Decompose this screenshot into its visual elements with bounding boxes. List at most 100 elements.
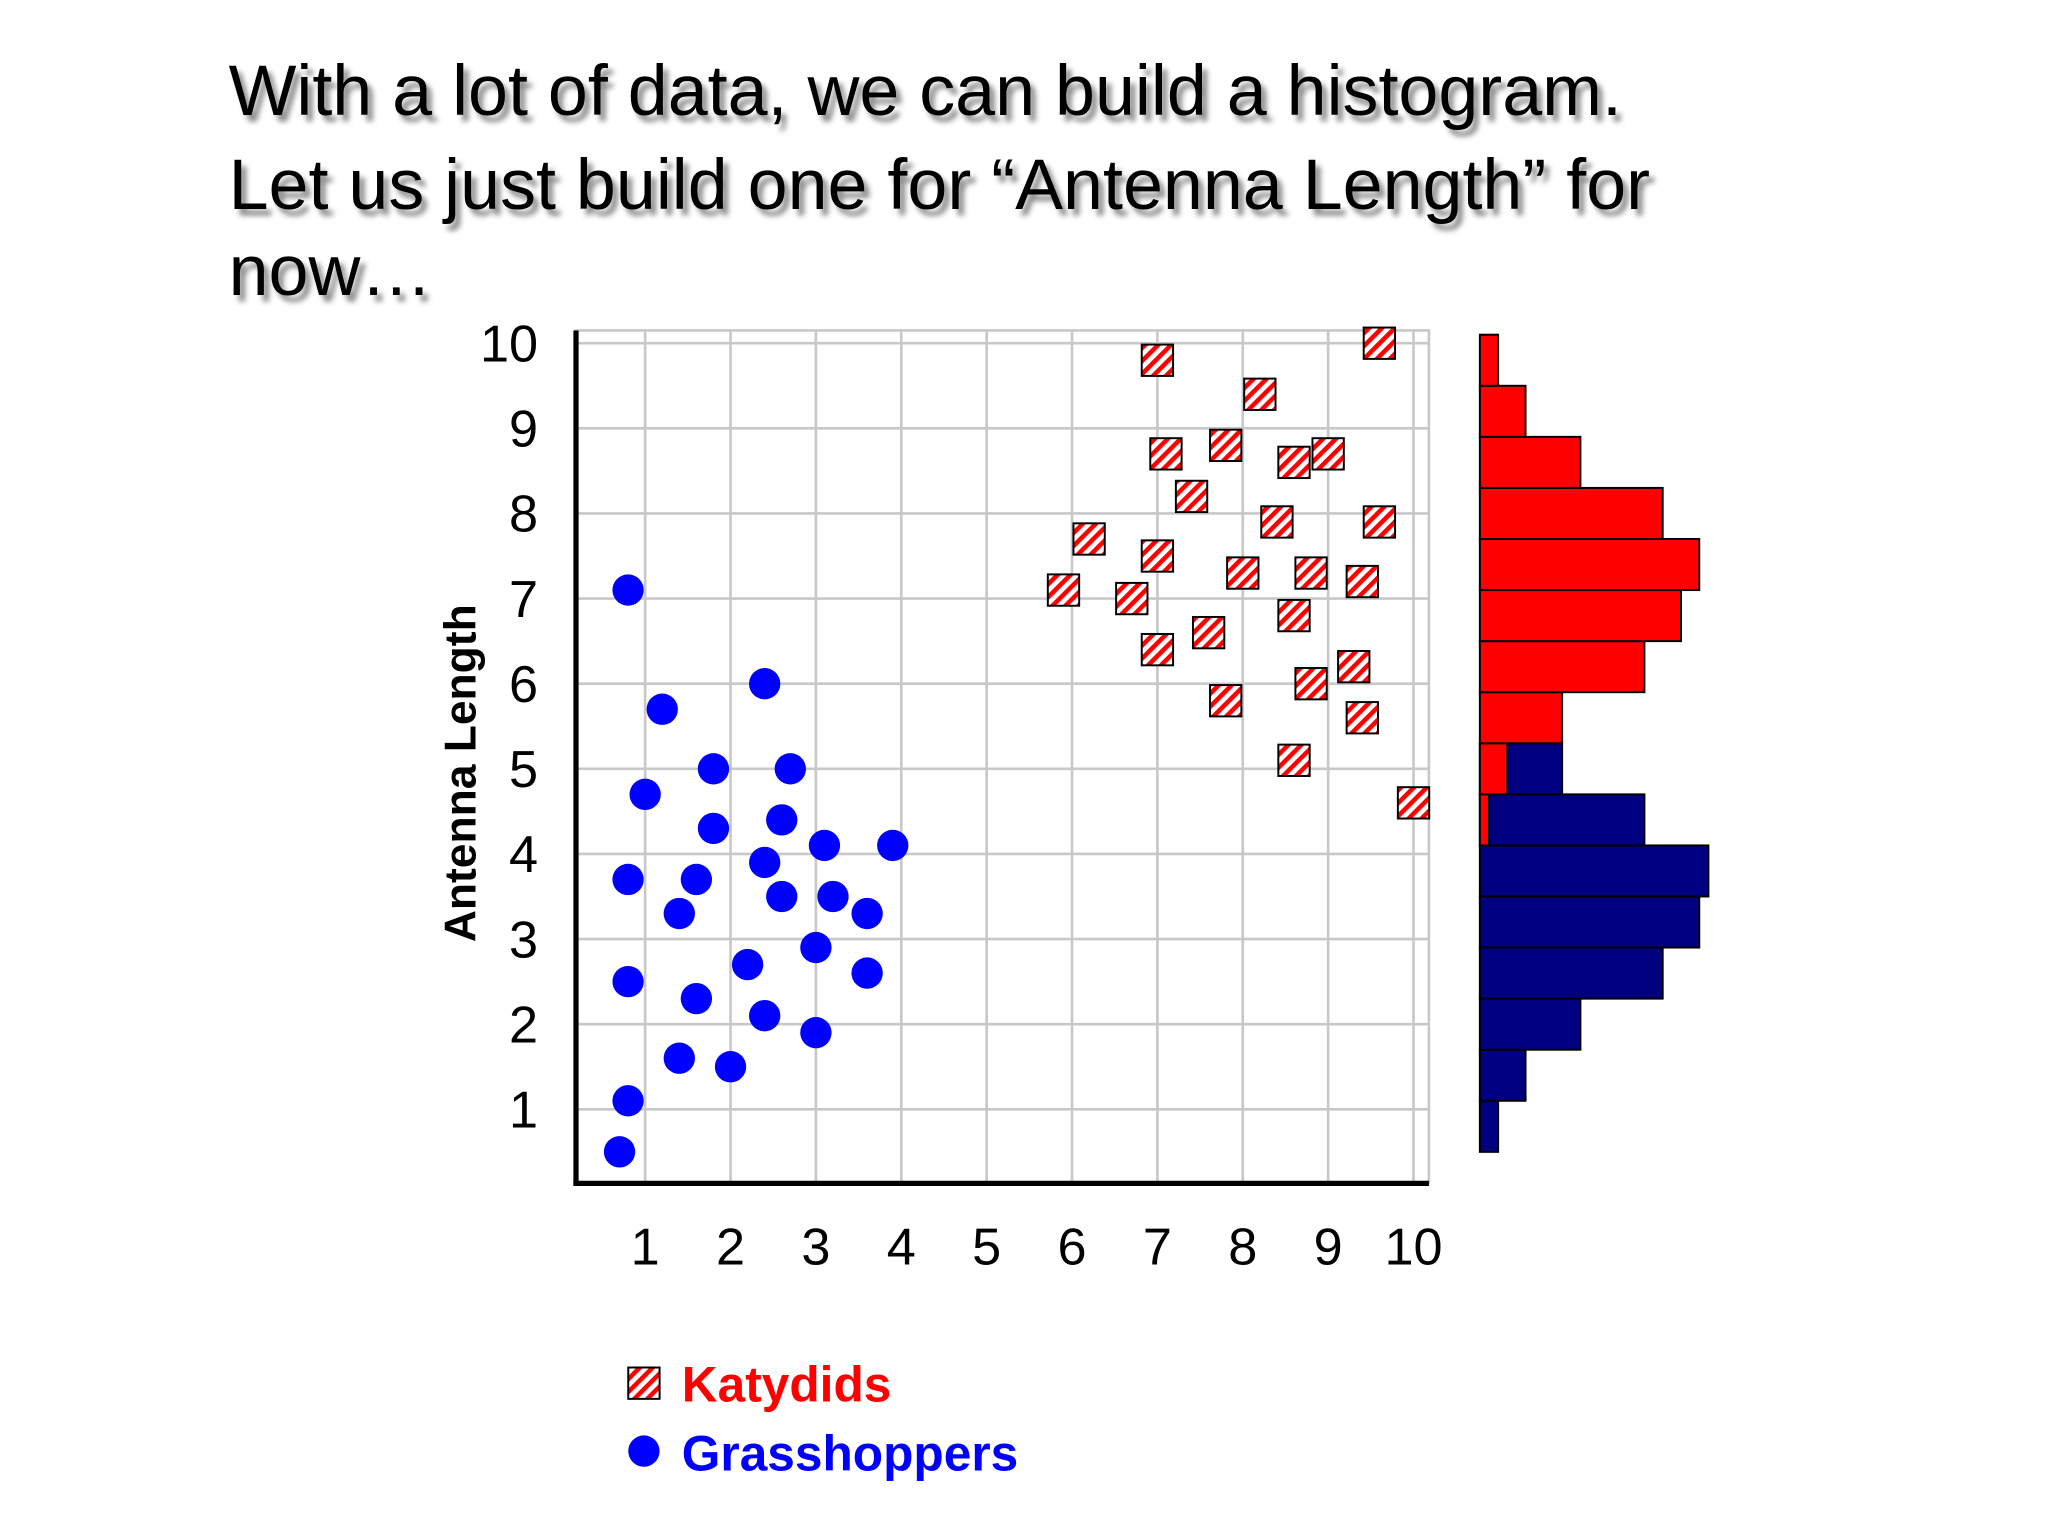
katydid-point	[1337, 650, 1371, 684]
histogram-bar	[1478, 384, 1527, 438]
grasshopper-point	[612, 863, 644, 896]
katydid-point	[1140, 539, 1175, 573]
katydid-point	[1345, 701, 1379, 735]
title-line: now…	[229, 231, 433, 311]
grasshopper-point	[749, 846, 781, 879]
y-tick-label: 4	[509, 826, 538, 884]
katydid-point	[1396, 786, 1431, 820]
katydid-point	[1046, 573, 1081, 607]
katydid-point	[1191, 615, 1226, 650]
grasshopper-point	[749, 999, 781, 1032]
histogram-bar	[1478, 946, 1664, 1000]
legend-marker	[627, 1366, 661, 1400]
grasshopper-point	[851, 897, 883, 930]
grasshopper-point	[800, 931, 832, 964]
katydid-point	[1174, 479, 1209, 514]
histogram-bar	[1478, 1099, 1500, 1153]
katydid-point	[1294, 667, 1328, 701]
x-tick-label: 6	[1057, 1218, 1086, 1276]
grasshopper-point	[766, 880, 798, 913]
katydid-point	[1115, 581, 1149, 616]
grasshopper-point	[697, 812, 730, 845]
legend-label: Katydids	[682, 1356, 892, 1412]
y-tick-label: 3	[509, 911, 538, 969]
katydid-point	[1277, 445, 1311, 480]
histogram-bar	[1478, 895, 1701, 949]
grasshopper-point	[680, 863, 713, 896]
grasshopper-point	[697, 753, 730, 785]
katydid-point	[1072, 522, 1106, 556]
title-line: With a lot of data, we can build a histo…	[229, 51, 1622, 131]
katydid-point	[1140, 343, 1175, 377]
title-line: Let us just build one for “Antenna Lengt…	[229, 145, 1651, 225]
grasshopper-point	[766, 804, 798, 836]
y-tick-label: 2	[509, 996, 538, 1054]
grasshopper-point	[663, 897, 695, 930]
x-tick-label: 8	[1228, 1218, 1257, 1276]
legend: Katydids Grasshoppers	[627, 1356, 1018, 1482]
histogram-bar	[1478, 538, 1701, 592]
x-tick-label: 5	[972, 1218, 1001, 1276]
katydid-point	[1140, 632, 1175, 667]
y-tick-label: 8	[509, 486, 538, 544]
histogram-bar	[1478, 640, 1646, 694]
histogram-bar	[1478, 435, 1582, 489]
x-tick-label: 4	[887, 1218, 916, 1276]
grasshopper-point	[749, 668, 781, 700]
grasshopper-point	[646, 693, 678, 725]
katydid-point	[1345, 564, 1379, 599]
katydid-point	[1294, 556, 1328, 590]
x-tick-label: 1	[631, 1218, 660, 1276]
x-tick-label: 9	[1314, 1218, 1343, 1276]
grasshopper-point	[851, 957, 883, 989]
katydid-point	[1149, 437, 1183, 471]
y-tick-label: 6	[509, 656, 538, 714]
katydid-point	[1277, 598, 1311, 633]
histogram-bar	[1478, 1048, 1527, 1102]
grasshopper-point	[680, 982, 713, 1015]
grasshopper-point	[603, 1136, 636, 1168]
legend-label: Grasshoppers	[682, 1426, 1018, 1482]
grasshopper-point	[817, 880, 849, 913]
histogram-bar	[1478, 333, 1500, 387]
katydid-point	[1311, 437, 1345, 471]
grasshopper-point	[714, 1051, 747, 1083]
legend-marker	[628, 1435, 660, 1467]
katydid-point	[1226, 556, 1260, 590]
grasshopper-point	[877, 829, 909, 862]
y-tick-label: 1	[509, 1082, 538, 1140]
y-tick-label: 10	[480, 316, 538, 374]
grasshopper-point	[731, 948, 764, 981]
grasshopper-point	[774, 753, 806, 785]
y-tick-label: 5	[509, 741, 538, 799]
grasshopper-point	[629, 778, 661, 811]
katydid-point	[1277, 743, 1311, 777]
katydid-point	[1209, 428, 1243, 463]
katydid-point	[1362, 326, 1397, 360]
histogram-bar	[1478, 997, 1582, 1051]
grasshopper-point	[663, 1042, 695, 1074]
y-tick-label: 7	[509, 571, 538, 629]
grasshopper-point	[808, 829, 841, 862]
histogram-bar	[1478, 793, 1646, 847]
grasshopper-point	[612, 965, 644, 998]
x-tick-label: 3	[801, 1218, 830, 1276]
katydid-point	[1243, 377, 1277, 411]
x-tick-label: 10	[1384, 1218, 1442, 1276]
katydid-point	[1209, 684, 1243, 718]
histogram-bar	[1478, 742, 1509, 796]
grasshopper-point	[612, 574, 644, 606]
histogram-bar	[1478, 691, 1564, 745]
y-tick-label: 9	[509, 401, 538, 459]
katydid-point	[1362, 505, 1397, 539]
histogram-bar	[1478, 589, 1682, 643]
grasshopper-point	[800, 1017, 832, 1049]
histogram-bar	[1478, 486, 1664, 540]
histogram-bar	[1478, 793, 1490, 847]
katydid-point	[1260, 505, 1294, 539]
x-tick-label: 2	[716, 1218, 745, 1276]
grasshopper-point	[612, 1085, 644, 1117]
y-axis-label: Antenna Length	[436, 604, 485, 942]
